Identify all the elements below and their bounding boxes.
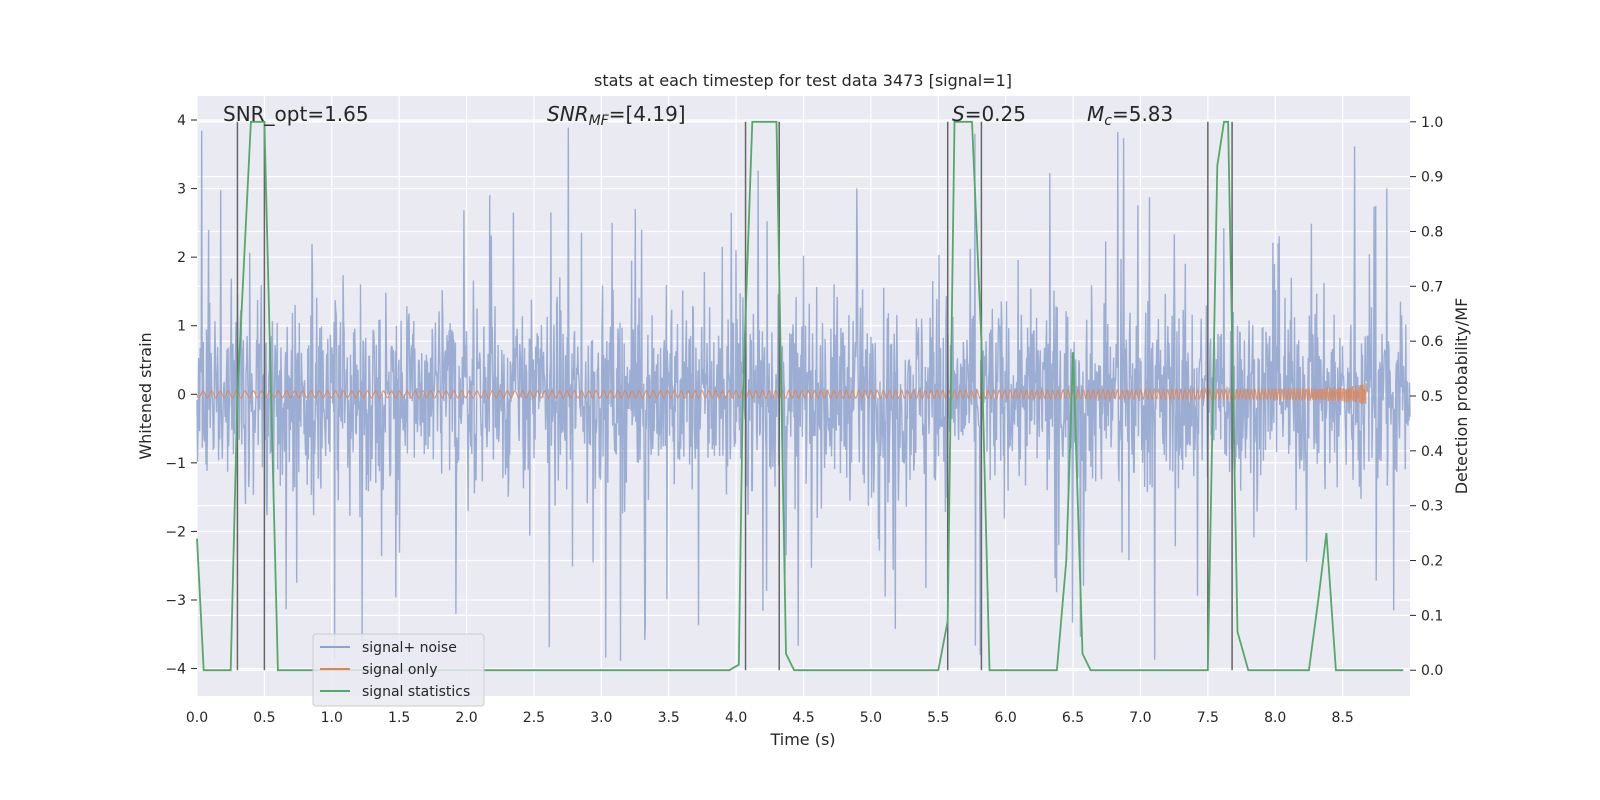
x-tick-label: 0.5: [253, 710, 275, 726]
annotation-mc: Mc=5.83: [1087, 102, 1173, 129]
right-tick-label: 0.4: [1421, 444, 1443, 460]
x-tick-label: 3.5: [658, 710, 680, 726]
x-tick-label: 5.0: [860, 710, 882, 726]
statistics-series: [196, 120, 1404, 672]
annotation-snr-mf-sub: MF: [589, 113, 610, 129]
y-tick-label: 1: [177, 319, 186, 335]
legend-label-signal: signal only: [362, 662, 437, 678]
x-tick-label: 6.0: [995, 710, 1017, 726]
right-tick-label: 1.0: [1421, 115, 1443, 131]
right-axis-ticks: 0.0 0.1 0.2 0.3 0.4 0.5 0.6 0.7 0.8 0.9 1.0: [1410, 115, 1443, 679]
x-tick-label: 1.5: [388, 710, 410, 726]
x-axis-ticks: 0.0 0.5 1.0 1.5 2.0 2.5 3.0 3.5 4.0 4.5 5.0 5.5 6.0 6…: [186, 710, 1354, 726]
x-axis-label: Time (s): [769, 730, 835, 749]
x-tick-label: 2.0: [455, 710, 477, 726]
x-tick-label: 6.5: [1062, 710, 1084, 726]
legend: signal+ noise signal only signal statist…: [312, 633, 485, 707]
y-tick-label: −1: [165, 456, 186, 472]
legend-box: [312, 633, 485, 707]
right-tick-label: 0.9: [1421, 170, 1443, 186]
right-tick-label: 0.3: [1421, 499, 1443, 515]
annotation-snr-opt: SNR_opt=1.65: [223, 102, 369, 126]
y-tick-label: −3: [165, 593, 186, 609]
annotation-s: S=0.25: [952, 102, 1026, 126]
right-tick-label: 0.0: [1421, 663, 1443, 679]
annotation-snr-mf-value: =[4.19]: [609, 102, 686, 126]
annotation-mc-main: M: [1087, 102, 1104, 126]
x-tick-label: 4.0: [725, 710, 747, 726]
annotation-s-main: S: [952, 102, 965, 126]
y-axis-ticks: −4 −3 −2 −1 0 1 2 3 4: [165, 113, 197, 678]
right-tick-label: 0.7: [1421, 279, 1443, 295]
chart-title: stats at each timestep for test data 347…: [594, 71, 1012, 90]
annotation-snr-mf-main: SNR: [547, 102, 589, 126]
annotation-mc-value: =5.83: [1112, 102, 1173, 126]
x-tick-label: 5.5: [927, 710, 949, 726]
x-tick-label: 4.5: [792, 710, 814, 726]
right-tick-label: 0.2: [1421, 554, 1443, 570]
trigger-markers: [236, 121, 1233, 671]
y-tick-label: 0: [177, 387, 186, 403]
x-tick-label: 2.5: [523, 710, 545, 726]
y-tick-label: 4: [177, 113, 186, 129]
right-tick-label: 0.5: [1421, 389, 1443, 405]
x-tick-label: 0.0: [186, 710, 208, 726]
x-tick-label: 7.5: [1197, 710, 1219, 726]
x-tick-label: 3.0: [590, 710, 612, 726]
right-tick-label: 0.6: [1421, 334, 1443, 350]
x-tick-label: 8.5: [1331, 710, 1353, 726]
y-tick-label: −4: [165, 662, 186, 678]
legend-label-statistics: signal statistics: [362, 684, 470, 700]
x-tick-label: 7.0: [1129, 710, 1151, 726]
x-tick-label: 1.0: [321, 710, 343, 726]
right-axis-label: Detection probability/MF: [1452, 298, 1471, 495]
x-tick-label: 8.0: [1264, 710, 1286, 726]
right-tick-label: 0.1: [1421, 608, 1443, 624]
annotation-mc-sub: c: [1104, 113, 1112, 129]
statistics-line: [196, 120, 1404, 672]
right-tick-label: 0.8: [1421, 224, 1443, 240]
annotation-snr-mf: SNRMF=[4.19]: [547, 102, 686, 129]
y-tick-label: −2: [165, 524, 186, 540]
annotation-s-value: =0.25: [965, 102, 1026, 126]
y-axis-label: Whitened strain: [136, 332, 155, 459]
y-tick-label: 3: [177, 182, 186, 198]
legend-label-noise: signal+ noise: [362, 640, 457, 656]
y-tick-label: 2: [177, 250, 186, 266]
